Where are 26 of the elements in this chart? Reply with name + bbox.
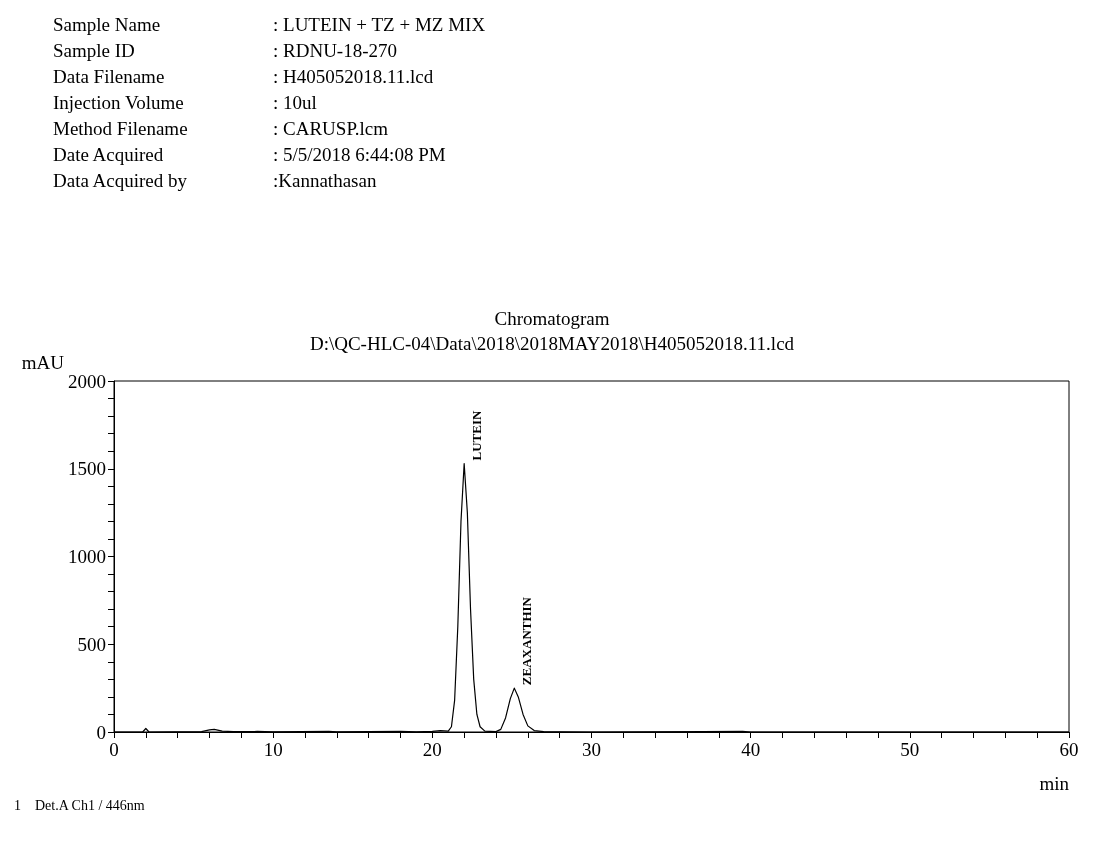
text: Sample Name : LUTEIN + TZ + MZ MIX [53,14,486,35]
x-tick-label: 10 [263,739,283,760]
text: Sample ID : RDNU-18-270 [53,40,398,61]
annotation: ZEAXANTHIN [518,596,534,686]
text: Method Filename : CARUSP.lcm [53,118,389,139]
x-axis-title: min [1039,773,1070,794]
text: Date Acquired : 5/5/2018 6:44:08 PM [53,144,446,165]
y-tick-label: 1000 [68,546,106,567]
x-tick-label: 30 [582,739,601,760]
chart-subtitle: D:\QC-HLC-04\Data\2018\2018MAY2018\H405052018.11.lcd [309,333,795,354]
y-tick-label: 500 [77,633,106,655]
text: Data Filename : H405052018.11.lcd [53,66,434,87]
chart-title: Chromatogram [494,308,610,329]
y-axis-title: mAU [21,351,65,373]
x-tick-label: 40 [741,739,761,760]
text: Injection Volume : 10ul [53,92,317,113]
y-tick-label: 0 [96,721,106,743]
x-tick-label: 50 [900,739,920,760]
x-tick-label: 60 [1059,739,1079,760]
text: 1 Det.A Ch1 / 446nm [14,798,145,814]
y-tick-label: 1500 [68,458,106,480]
y-tick-label: 2000 [68,370,106,392]
text: Data Acquired by :Kannathasan [53,170,377,191]
annotation: LUTEIN [468,410,484,461]
x-tick-label: 20 [422,739,442,760]
x-tick-label: 0 [109,739,119,760]
